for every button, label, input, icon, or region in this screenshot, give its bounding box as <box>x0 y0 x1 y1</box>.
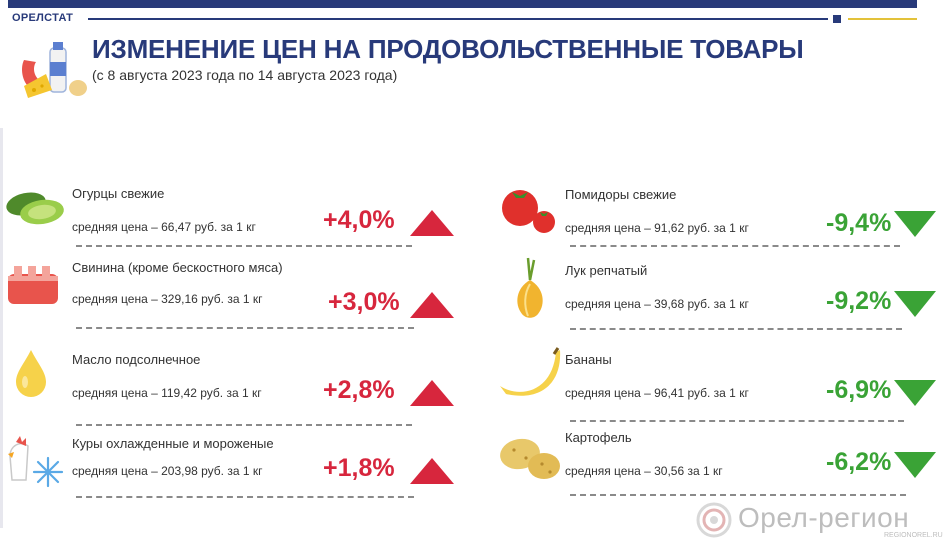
triangle-up-icon <box>410 292 454 323</box>
watermark-text: Орел-регион <box>738 502 910 533</box>
watermark-logo-icon <box>696 502 732 543</box>
price-item-bananas: Бананы средняя цена – 96,41 руб. за 1 кг… <box>490 344 945 424</box>
item-price: средняя цена – 96,41 руб. за 1 кг <box>565 386 749 400</box>
side-divider <box>0 128 3 528</box>
price-item-pork: Свинина (кроме бескостного мяса) средняя… <box>0 256 470 336</box>
header-rule-square <box>833 15 841 23</box>
price-change: -6,2% <box>826 448 892 476</box>
item-name: Масло подсолнечное <box>72 352 201 367</box>
price-change: -9,4% <box>826 209 892 237</box>
dashed-divider <box>570 420 904 422</box>
dashed-divider <box>570 328 902 330</box>
dashed-divider <box>570 245 900 247</box>
price-item-tomatoes: Помидоры свежие средняя цена – 91,62 руб… <box>490 180 945 260</box>
item-price: средняя цена – 203,98 руб. за 1 кг <box>72 464 263 478</box>
price-item-potatoes: Картофель средняя цена – 30,56 за 1 кг -… <box>490 428 945 508</box>
dashed-divider <box>76 245 412 247</box>
item-name: Бананы <box>565 352 612 367</box>
dashed-divider <box>570 494 906 496</box>
price-change: -6,9% <box>826 376 892 404</box>
item-price: средняя цена – 119,42 руб. за 1 кг <box>72 386 262 400</box>
triangle-down-icon <box>894 211 936 242</box>
watermark-sub: REGIONOREL.RU <box>884 532 943 539</box>
banana-icon <box>498 346 562 405</box>
item-name: Куры охлажденные и мороженые <box>72 436 274 451</box>
price-change: +4,0% <box>323 206 395 234</box>
page-title: ИЗМЕНЕНИЕ ЦЕН НА ПРОДОВОЛЬСТВЕННЫЕ ТОВАР… <box>92 34 804 64</box>
triangle-down-icon <box>894 380 936 411</box>
frozen-chicken-icon <box>6 434 66 495</box>
pork-icon <box>6 262 60 313</box>
triangle-down-icon <box>894 452 936 483</box>
item-price: средняя цена – 30,56 за 1 кг <box>565 464 723 478</box>
price-change: +1,8% <box>323 454 395 482</box>
oil-drop-icon <box>14 348 48 403</box>
item-name: Помидоры свежие <box>565 187 677 202</box>
header-rule-accent <box>848 18 917 20</box>
item-price: средняя цена – 39,68 руб. за 1 кг <box>565 297 749 311</box>
price-item-onions: Лук репчатый средняя цена – 39,68 руб. з… <box>490 256 945 336</box>
triangle-down-icon <box>894 291 936 322</box>
dashed-divider <box>76 496 414 498</box>
top-bar <box>8 0 917 8</box>
triangle-up-icon <box>410 458 454 489</box>
price-item-cucumbers: Огурцы свежие средняя цена – 66,47 руб. … <box>0 180 470 260</box>
triangle-up-icon <box>410 380 454 411</box>
price-change: -9,2% <box>826 287 892 315</box>
item-price: средняя цена – 91,62 руб. за 1 кг <box>565 221 749 235</box>
onion-icon <box>510 256 550 327</box>
dashed-divider <box>76 327 414 329</box>
item-price: средняя цена – 329,16 руб. за 1 кг <box>72 292 263 306</box>
item-name: Свинина (кроме бескостного мяса) <box>72 260 283 275</box>
tomato-icon <box>500 186 558 241</box>
header-rule <box>88 18 828 20</box>
price-change: +2,8% <box>323 376 395 404</box>
brand-label: ОРЕЛСТАТ <box>12 12 74 24</box>
price-item-sunflower-oil: Масло подсолнечное средняя цена – 119,42… <box>0 344 470 426</box>
item-name: Огурцы свежие <box>72 186 165 201</box>
item-name: Картофель <box>565 430 632 445</box>
triangle-up-icon <box>410 210 454 241</box>
dashed-divider <box>76 424 412 426</box>
price-item-chicken: Куры охлажденные и мороженые средняя цен… <box>0 430 470 510</box>
item-price: средняя цена – 66,47 руб. за 1 кг <box>72 220 256 234</box>
cucumber-icon <box>4 184 66 233</box>
page-subtitle: (с 8 августа 2023 года по 14 августа 202… <box>92 67 398 83</box>
groceries-logo-icon <box>18 38 90 100</box>
item-name: Лук репчатый <box>565 263 648 278</box>
price-change: +3,0% <box>328 288 400 316</box>
watermark: Орел-регион REGIONOREL.RU <box>696 498 945 541</box>
potato-icon <box>498 434 564 489</box>
